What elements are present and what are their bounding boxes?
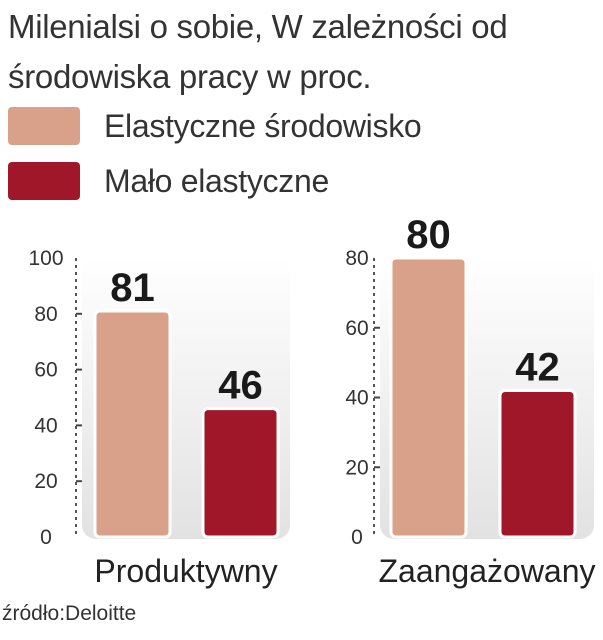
legend-label-less-flexible: Mało elastyczne [104, 162, 329, 199]
legend-item-less-flexible: Mało elastyczne [8, 161, 329, 201]
legend-swatch-flexible [8, 107, 80, 145]
y-tick-label: 0 [40, 526, 52, 549]
bar-flexible [389, 256, 468, 539]
y-tick-label: 0 [351, 526, 363, 549]
y-tick-label: 80 [345, 247, 368, 270]
y-tick-label: 60 [34, 359, 57, 382]
bar-value-label: 81 [110, 266, 155, 310]
bar-less-flexible [498, 389, 577, 539]
bar-value-label: 80 [406, 213, 451, 257]
y-tick-label: 40 [34, 414, 57, 437]
legend-swatch-less-flexible [8, 162, 80, 200]
bar-less-flexible [201, 407, 280, 539]
category-label: Produktywny [94, 553, 277, 589]
legend-label-flexible: Elastyczne środowisko [104, 107, 422, 144]
y-tick-label: 20 [34, 470, 57, 493]
y-tick-label: 40 [345, 387, 368, 410]
y-tick-label: 60 [345, 317, 368, 340]
source-note: źródło:Deloitte [2, 602, 137, 625]
chart-produktywny: 100 80 60 40 20 0 81 46 Produktywny [28, 247, 290, 589]
y-tick-label: 80 [34, 303, 57, 326]
chart-title: Milenialsi o sobie, W zależności od środ… [8, 8, 508, 95]
bar-value-label: 42 [515, 346, 560, 390]
bar-value-label: 46 [218, 364, 263, 408]
category-label: Zaangażowany [378, 553, 595, 589]
charts-area: 100 80 60 40 20 0 81 46 Produktywny 80 60 40 20 0 80 42… [28, 213, 595, 589]
legend-item-flexible: Elastyczne środowisko [8, 106, 422, 146]
y-tick-label: 100 [28, 247, 63, 270]
bar-flexible [93, 309, 172, 539]
y-tick-label: 20 [345, 456, 368, 479]
chart-zaangazowany: 80 60 40 20 0 80 42 Zaangażowany [345, 213, 595, 589]
